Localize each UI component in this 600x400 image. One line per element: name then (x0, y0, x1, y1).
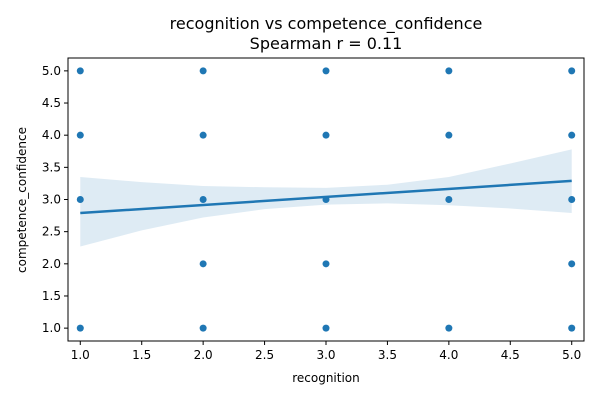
data-point (199, 196, 207, 203)
y-axis-label: competence_confidence (15, 127, 29, 273)
x-tick-label: 4.0 (439, 348, 458, 362)
y-tick-label: 1.0 (42, 321, 61, 335)
data-point (76, 324, 84, 332)
data-point (322, 67, 330, 75)
chart-subtitle: Spearman r = 0.11 (250, 34, 403, 53)
data-point (568, 196, 576, 203)
data-point (199, 131, 207, 139)
regression-line-layer (80, 179, 572, 215)
y-tick-label: 4.5 (42, 96, 61, 110)
data-point (568, 324, 576, 332)
data-point (568, 131, 576, 139)
x-axis-ticks: 1.0 1.5 2.0 2.5 3.0 3.5 4.0 4.5 5.0 (71, 341, 581, 362)
data-point (445, 67, 453, 75)
data-point (568, 260, 576, 268)
data-point (76, 131, 84, 139)
x-tick-label: 3.5 (378, 348, 397, 362)
points-layer (76, 67, 576, 332)
x-tick-label: 4.5 (501, 348, 520, 362)
y-tick-label: 3.0 (42, 193, 61, 207)
chart-title: recognition vs competence_confidence (170, 14, 483, 34)
data-point (568, 67, 576, 75)
y-tick-label: 2.5 (42, 225, 61, 239)
data-point (445, 196, 453, 203)
x-tick-label: 3.0 (316, 348, 335, 362)
y-tick-label: 1.5 (42, 289, 61, 303)
data-point (199, 67, 207, 75)
y-tick-label: 5.0 (42, 64, 61, 78)
regression-line (80, 179, 572, 215)
data-point (322, 260, 330, 268)
x-tick-label: 1.5 (132, 348, 151, 362)
data-point (445, 324, 453, 332)
data-point (445, 131, 453, 139)
data-point (199, 260, 207, 268)
y-tick-label: 2.0 (42, 257, 61, 271)
y-axis-ticks: 1.0 1.5 2.0 2.5 3.0 3.5 4.0 4.5 5.0 (42, 64, 68, 335)
data-point (76, 196, 84, 203)
x-axis-label: recognition (292, 371, 360, 385)
x-tick-label: 2.0 (194, 348, 213, 362)
y-tick-label: 4.0 (42, 128, 61, 142)
x-tick-label: 1.0 (71, 348, 90, 362)
y-tick-label: 3.5 (42, 160, 61, 174)
data-point (322, 324, 330, 332)
data-point (76, 67, 84, 75)
data-point (322, 131, 330, 139)
data-point (199, 324, 207, 332)
x-tick-label: 5.0 (562, 348, 581, 362)
x-tick-label: 2.5 (255, 348, 274, 362)
